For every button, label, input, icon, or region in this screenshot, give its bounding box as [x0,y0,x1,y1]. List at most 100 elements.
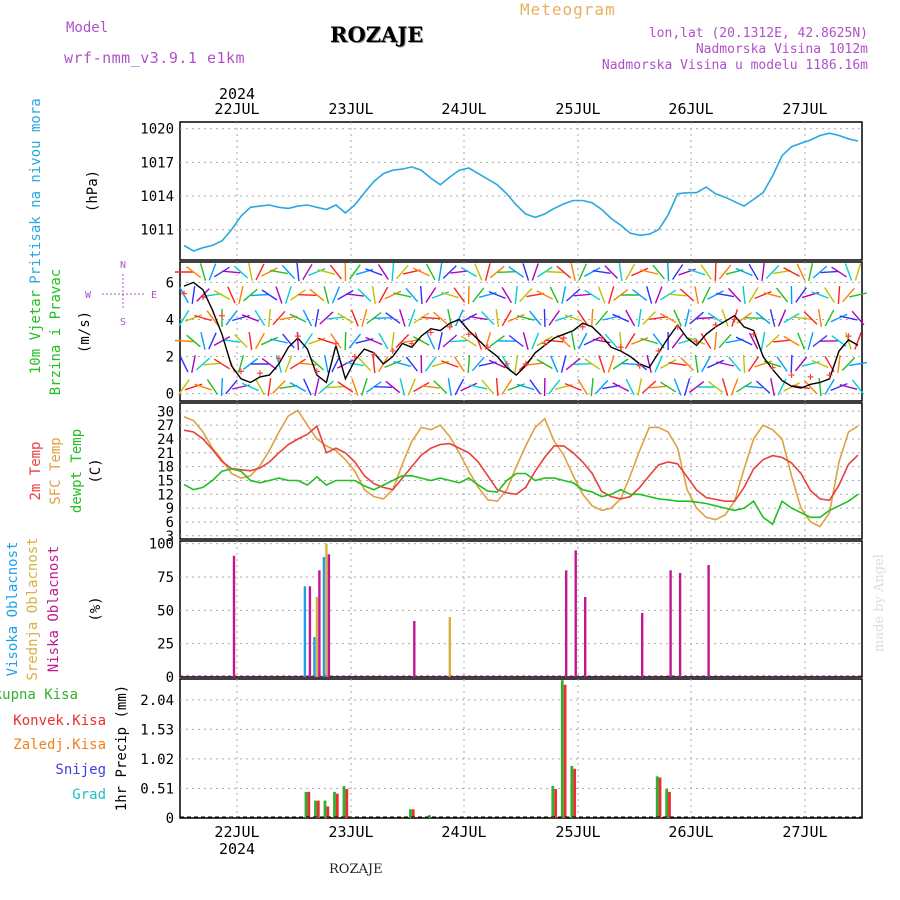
wind-arrow [426,357,437,372]
wind-dir-marker [503,360,510,367]
wind-arrow [517,384,534,389]
sfc-temp-axis-title: SFC Temp [48,437,64,504]
cloud-mid-axis-title: Srednja Oblacnost [25,537,41,680]
wind-arrow [249,263,253,281]
wind-arrow [270,339,288,343]
wind-arrow [756,381,769,393]
panel-frame [179,678,863,819]
wind-arrow [448,378,451,396]
precip-legend-item: Konvek.Kisa [13,713,106,729]
temp-unit: (C) [88,458,104,483]
wind-arrow [475,333,481,350]
wind-arrow [716,362,734,366]
wind-arrow [386,313,401,324]
wind-arrow [832,267,847,277]
wind-arrow [660,314,676,323]
footer-title: ROZAJE [329,862,383,877]
wind-arrow [736,337,752,345]
x-tick-label-bottom: 23JUL [328,823,373,841]
wind-arrow [489,292,506,299]
wind-arrow [490,266,504,277]
wind-arrow [290,383,306,392]
cloud-bar [303,586,307,677]
wind-arrow [626,379,634,395]
wind-arrow [764,293,781,298]
wind-arrow [562,355,566,372]
wind-arrow [562,286,565,304]
wind-arrow [214,337,230,346]
wind-arrow [422,317,440,318]
precip-bar [304,791,308,818]
wind-arrow [708,291,724,299]
x-tick-label-bottom: 27JUL [782,823,827,841]
wind-arrow [723,378,728,395]
wind-arrow [685,309,689,327]
wind-arrow [179,380,189,395]
precip-bar [668,791,671,818]
wind-arrow [256,333,265,349]
wind-dir-marker [807,373,814,380]
wind-arrow [315,378,319,396]
wind-arrow [443,266,456,279]
compass-west: W [85,290,92,301]
wind-arrow [379,287,388,303]
wind-arrow [434,312,448,324]
wind-arrow [406,288,418,302]
wind-arrow [280,386,298,389]
precip-bar [573,768,576,818]
pressure-axis-title: Pritisak na nivou mora [28,98,44,283]
wind-arrow [643,312,656,325]
wind-arrow [669,363,687,366]
temp-2m-line [183,424,859,503]
wind-arrow [297,263,299,281]
wind-arrow [242,315,259,321]
panel-frame [179,402,863,540]
wind-arrow [214,291,230,300]
wind-arrow [413,337,429,345]
precip-bar [563,684,567,818]
wind-arrow [345,332,346,350]
wind-arrow [784,268,800,276]
pressure-line [183,132,859,252]
cloud-bar [565,570,568,677]
wind-dir-marker [275,355,282,362]
wind-arrow [318,338,335,344]
wind-arrow [261,268,277,276]
wind-arrow [567,289,580,301]
wind-arrow [673,265,683,280]
cloud-bar [641,613,644,677]
precip-bar [323,800,327,818]
wind-arrow [526,363,544,365]
wind-arrow [716,293,734,296]
wind-arrow [661,382,676,392]
wind-arrow [530,380,541,395]
wind-arrow [585,290,600,300]
wind-arrow [762,263,764,281]
wind-arrow [468,355,469,373]
y-tick-label: 100 [149,537,174,553]
y-tick-label: 0.51 [140,781,174,797]
wind-arrow [707,360,723,367]
y-tick-label: 1017 [140,155,174,171]
wind-arrow [352,379,358,396]
wind-arrow [414,313,429,323]
wind-arrow [400,309,405,326]
panel-frame [179,121,863,261]
wind-arrow [641,339,658,344]
wind-dir-marker [446,323,453,330]
wind-arrow [537,267,552,277]
wind-arrow [385,291,401,299]
wind-arrow [773,340,791,342]
y-tick-label: 0 [166,670,174,686]
wind-dir-marker [788,372,795,379]
wind-dir-marker [674,323,681,330]
wind-arrow [239,286,243,304]
wind-arrow [185,315,202,321]
wind-arrow [330,265,341,279]
precip-bar [314,800,317,818]
wind-arrow [396,335,409,348]
wind-arrow [517,316,535,320]
wind-arrow [549,380,560,394]
wind-dir-marker [370,351,377,358]
wind-arrow [175,341,193,342]
